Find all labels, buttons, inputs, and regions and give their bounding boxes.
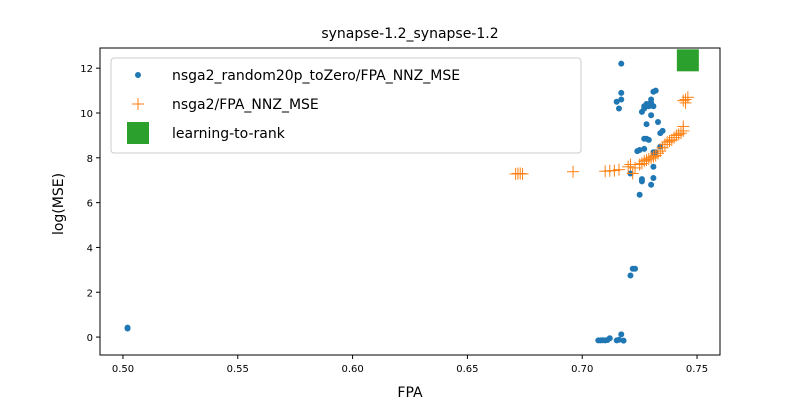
data-point [632, 265, 639, 272]
x-tick-label: 0.75 [686, 364, 708, 375]
data-point [618, 96, 625, 103]
data-point [643, 121, 650, 128]
data-point [615, 336, 622, 343]
data-point [674, 127, 687, 140]
data-point [655, 118, 661, 125]
data-point [567, 165, 580, 178]
x-tick-label: 0.55 [227, 364, 249, 375]
series-plus [509, 91, 694, 180]
legend-label: nsga2/FPA_NNZ_MSE [172, 97, 319, 113]
y-tick-label: 12 [80, 64, 93, 75]
x-tick-label: 0.50 [112, 364, 134, 375]
y-tick-label: 6 [87, 199, 93, 210]
legend-label: nsga2_random20p_toZero/FPA_NNZ_MSE [172, 68, 460, 84]
data-point [622, 160, 635, 173]
legend-marker [135, 72, 141, 78]
legend-label: learning-to-rank [172, 126, 286, 142]
data-point [613, 98, 620, 105]
y-axis-label: log(MSE) [51, 173, 67, 235]
y-axis: 0 2 4 6 8 10 12 [80, 64, 100, 344]
data-point [606, 335, 613, 342]
legend-box [110, 57, 582, 154]
data-point [516, 167, 529, 180]
data-point [659, 127, 666, 134]
data-point [676, 49, 699, 72]
data-point [652, 147, 664, 160]
data-point [650, 103, 657, 110]
y-tick-label: 4 [87, 243, 93, 254]
data-point [640, 154, 653, 167]
data-point [656, 141, 669, 154]
data-point [124, 325, 131, 332]
data-point [648, 112, 655, 119]
legend-marker [132, 98, 144, 110]
data-point [668, 131, 681, 144]
series-circle [124, 60, 666, 344]
data-point [658, 138, 671, 151]
data-point [636, 191, 643, 198]
data-point [612, 163, 625, 176]
data-point [650, 163, 657, 170]
legend-item: nsga2_random20p_toZero/FPA_NNZ_MSE [135, 68, 460, 84]
data-point [663, 134, 676, 147]
plot-frame [99, 47, 721, 356]
data-point [608, 164, 621, 177]
data-point [629, 161, 642, 174]
y-tick-label: 2 [87, 288, 93, 299]
x-tick-label: 0.65 [456, 364, 478, 375]
data-point [636, 146, 643, 153]
data-point [618, 331, 625, 338]
data-point [642, 152, 655, 165]
data-point [648, 181, 655, 188]
y-tick-label: 0 [87, 333, 93, 344]
data-point [672, 128, 685, 141]
data-point [654, 145, 667, 158]
data-point [679, 93, 692, 106]
y-tick-label: 8 [87, 154, 93, 165]
data-point [677, 94, 690, 107]
data-point [650, 174, 657, 181]
x-axis: 0.50 0.55 0.60 0.65 0.70 0.75 [112, 355, 708, 375]
data-point [618, 89, 625, 96]
data-point [681, 91, 694, 104]
data-point [635, 157, 648, 170]
data-point [652, 87, 659, 94]
legend-marker [127, 122, 149, 144]
data-point [638, 176, 645, 183]
x-axis-label: FPA [397, 385, 423, 400]
chart-title: synapse-1.2_synapse-1.2 [321, 26, 498, 42]
x-tick-label: 0.70 [571, 364, 593, 375]
plot-points [124, 49, 699, 344]
data-point [645, 136, 652, 143]
data-point [620, 337, 627, 344]
legend-item: learning-to-rank [127, 122, 286, 144]
data-point [647, 150, 660, 163]
data-point [677, 120, 690, 133]
series-square [676, 49, 699, 72]
legend: nsga2_random20p_toZero/FPA_NNZ_MSE nsga2/… [110, 57, 582, 154]
data-point [626, 167, 639, 180]
y-tick-label: 10 [80, 109, 93, 120]
legend-item: nsga2/FPA_NNZ_MSE [132, 97, 319, 113]
data-point [633, 158, 646, 171]
data-point [615, 105, 622, 112]
data-point [661, 136, 674, 149]
data-point [645, 151, 658, 164]
data-point [618, 60, 625, 67]
x-tick-label: 0.60 [341, 364, 363, 375]
data-point [641, 145, 648, 152]
data-point [670, 129, 683, 142]
data-point [638, 155, 651, 168]
data-point [627, 272, 634, 279]
data-point [648, 96, 655, 103]
